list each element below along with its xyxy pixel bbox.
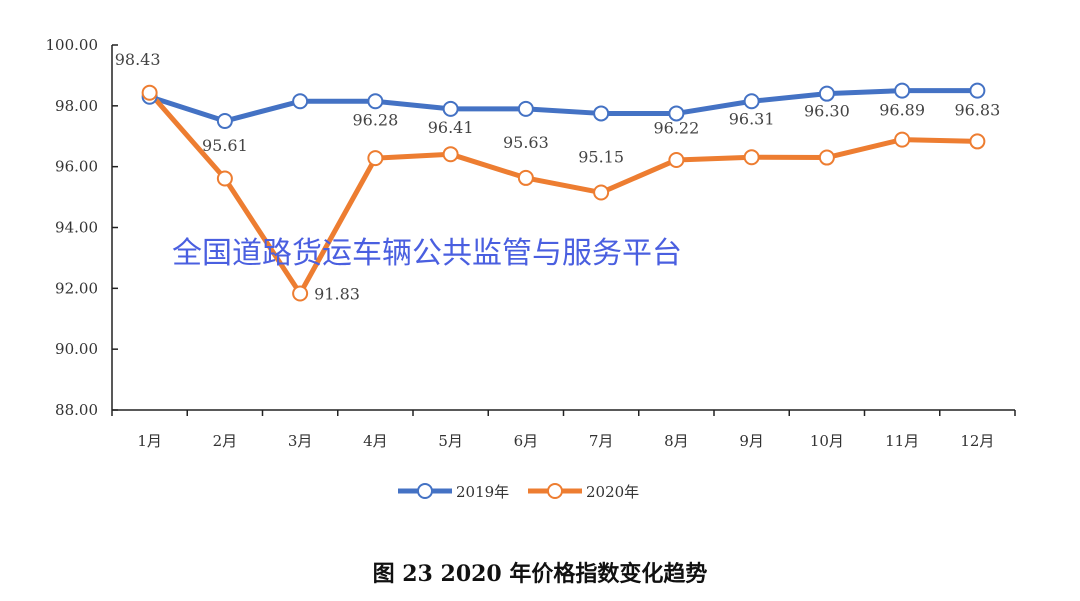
x-tick-label: 3月 [288,432,313,450]
legend-marker [417,483,433,499]
data-point [894,131,911,148]
x-tick-label: 4月 [363,432,388,450]
data-point [969,133,986,150]
data-point [216,170,233,187]
data-label: 98.43 [115,50,161,69]
data-point [367,93,384,110]
data-point [292,93,309,110]
data-point [292,285,309,302]
data-point [593,105,610,122]
y-tick-label: 88.00 [55,401,98,419]
y-tick-label: 100.00 [46,36,99,54]
data-label: 91.83 [314,285,360,304]
x-tick-label: 5月 [438,432,463,450]
data-label: 96.83 [954,101,1000,120]
watermark: 全国道路货运车辆公共监管与服务平台 [172,236,682,271]
x-tick-label: 10月 [810,432,844,450]
data-label: 95.61 [202,136,248,155]
data-label: 96.31 [729,109,775,128]
x-tick-label: 8月 [664,432,689,450]
x-tick-label: 9月 [739,432,764,450]
y-tick-label: 90.00 [55,340,98,358]
data-label: 95.63 [503,133,549,152]
data-point [216,113,233,130]
x-tick-label: 11月 [885,432,919,450]
data-label: 96.30 [804,102,850,121]
series-line [148,88,978,124]
data-point [367,150,384,167]
data-label: 96.89 [879,101,925,120]
legend-label: 2019年 [456,483,509,501]
x-tick-label: 12月 [960,432,994,450]
data-point [969,82,986,99]
data-point [517,100,534,117]
data-point [894,82,911,99]
data-point [442,146,459,163]
x-tick-label: 1月 [137,432,162,450]
y-tick-label: 92.00 [55,279,98,297]
legend-label: 2020年 [586,483,639,501]
data-point [668,105,685,122]
y-tick-label: 98.00 [55,97,98,115]
x-tick-label: 7月 [589,432,614,450]
data-label: 96.22 [653,118,699,137]
data-label: 95.15 [578,148,624,167]
data-point [668,151,685,168]
data-point [818,149,835,166]
data-point [593,184,610,201]
data-point [743,93,760,110]
x-tick-label: 2月 [213,432,238,450]
data-point [141,84,158,101]
data-label: 96.41 [428,118,474,137]
data-label: 96.28 [352,110,398,129]
data-point [743,149,760,166]
data-point [517,169,534,186]
data-point [442,100,459,117]
series-line [147,91,978,297]
y-tick-label: 96.00 [55,158,98,176]
y-tick-label: 94.00 [55,219,98,237]
x-tick-label: 6月 [514,432,539,450]
legend-marker [547,483,563,499]
chart-caption: 图 23 2020 年价格指数变化趋势 [372,561,708,587]
data-point [818,85,835,102]
